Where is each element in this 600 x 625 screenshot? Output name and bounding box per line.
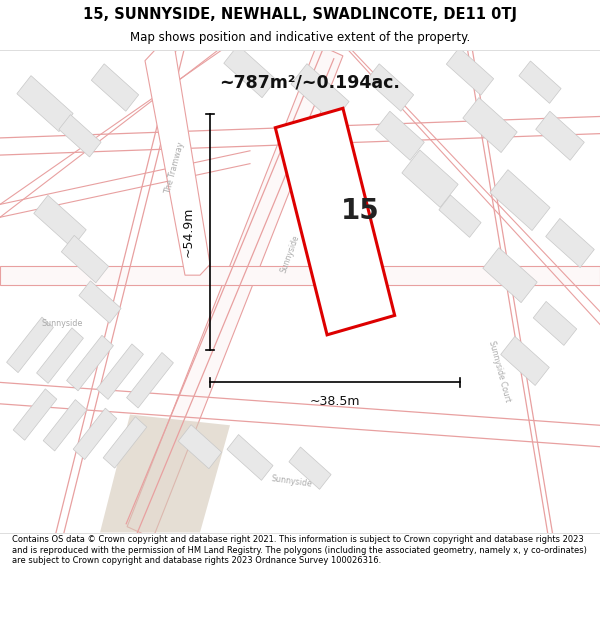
Text: 15: 15 xyxy=(341,197,379,225)
Polygon shape xyxy=(43,399,87,451)
Polygon shape xyxy=(519,61,561,103)
Polygon shape xyxy=(103,417,147,468)
Polygon shape xyxy=(446,48,494,95)
Polygon shape xyxy=(91,64,139,111)
Polygon shape xyxy=(536,111,584,161)
Polygon shape xyxy=(227,434,273,481)
Polygon shape xyxy=(275,108,395,335)
Polygon shape xyxy=(17,76,73,132)
Polygon shape xyxy=(13,389,57,440)
Polygon shape xyxy=(127,44,343,538)
Polygon shape xyxy=(73,408,117,459)
Polygon shape xyxy=(463,98,517,152)
Polygon shape xyxy=(439,195,481,238)
Text: ~38.5m: ~38.5m xyxy=(310,395,360,408)
Polygon shape xyxy=(402,150,458,208)
Polygon shape xyxy=(145,50,210,275)
Polygon shape xyxy=(376,111,424,161)
Text: ~54.9m: ~54.9m xyxy=(182,207,194,258)
Polygon shape xyxy=(127,352,173,408)
Text: 15, SUNNYSIDE, NEWHALL, SWADLINCOTE, DE11 0TJ: 15, SUNNYSIDE, NEWHALL, SWADLINCOTE, DE1… xyxy=(83,6,517,21)
Polygon shape xyxy=(367,64,413,111)
Polygon shape xyxy=(79,281,121,323)
Polygon shape xyxy=(533,301,577,346)
Polygon shape xyxy=(61,236,109,282)
Text: Contains OS data © Crown copyright and database right 2021. This information is : Contains OS data © Crown copyright and d… xyxy=(12,535,587,565)
Text: Sunnyside: Sunnyside xyxy=(279,234,301,274)
Text: Sunnyside: Sunnyside xyxy=(41,319,83,328)
Polygon shape xyxy=(289,447,331,489)
Polygon shape xyxy=(0,266,600,285)
Polygon shape xyxy=(67,336,113,391)
Text: ~787m²/~0.194ac.: ~787m²/~0.194ac. xyxy=(220,73,400,91)
Polygon shape xyxy=(500,336,550,386)
Polygon shape xyxy=(224,45,276,98)
Polygon shape xyxy=(291,64,349,122)
Text: Map shows position and indicative extent of the property.: Map shows position and indicative extent… xyxy=(130,31,470,44)
Polygon shape xyxy=(545,219,595,268)
Polygon shape xyxy=(34,195,86,248)
Polygon shape xyxy=(37,328,83,383)
Polygon shape xyxy=(7,317,53,372)
Polygon shape xyxy=(59,114,101,157)
Polygon shape xyxy=(100,414,230,532)
Polygon shape xyxy=(490,169,550,231)
Polygon shape xyxy=(483,248,537,302)
Text: Sunnyside Court: Sunnyside Court xyxy=(487,340,512,403)
Text: The Tramway: The Tramway xyxy=(164,141,186,195)
Text: Sunnyside: Sunnyside xyxy=(271,474,313,488)
Polygon shape xyxy=(97,344,143,399)
Polygon shape xyxy=(178,425,222,469)
